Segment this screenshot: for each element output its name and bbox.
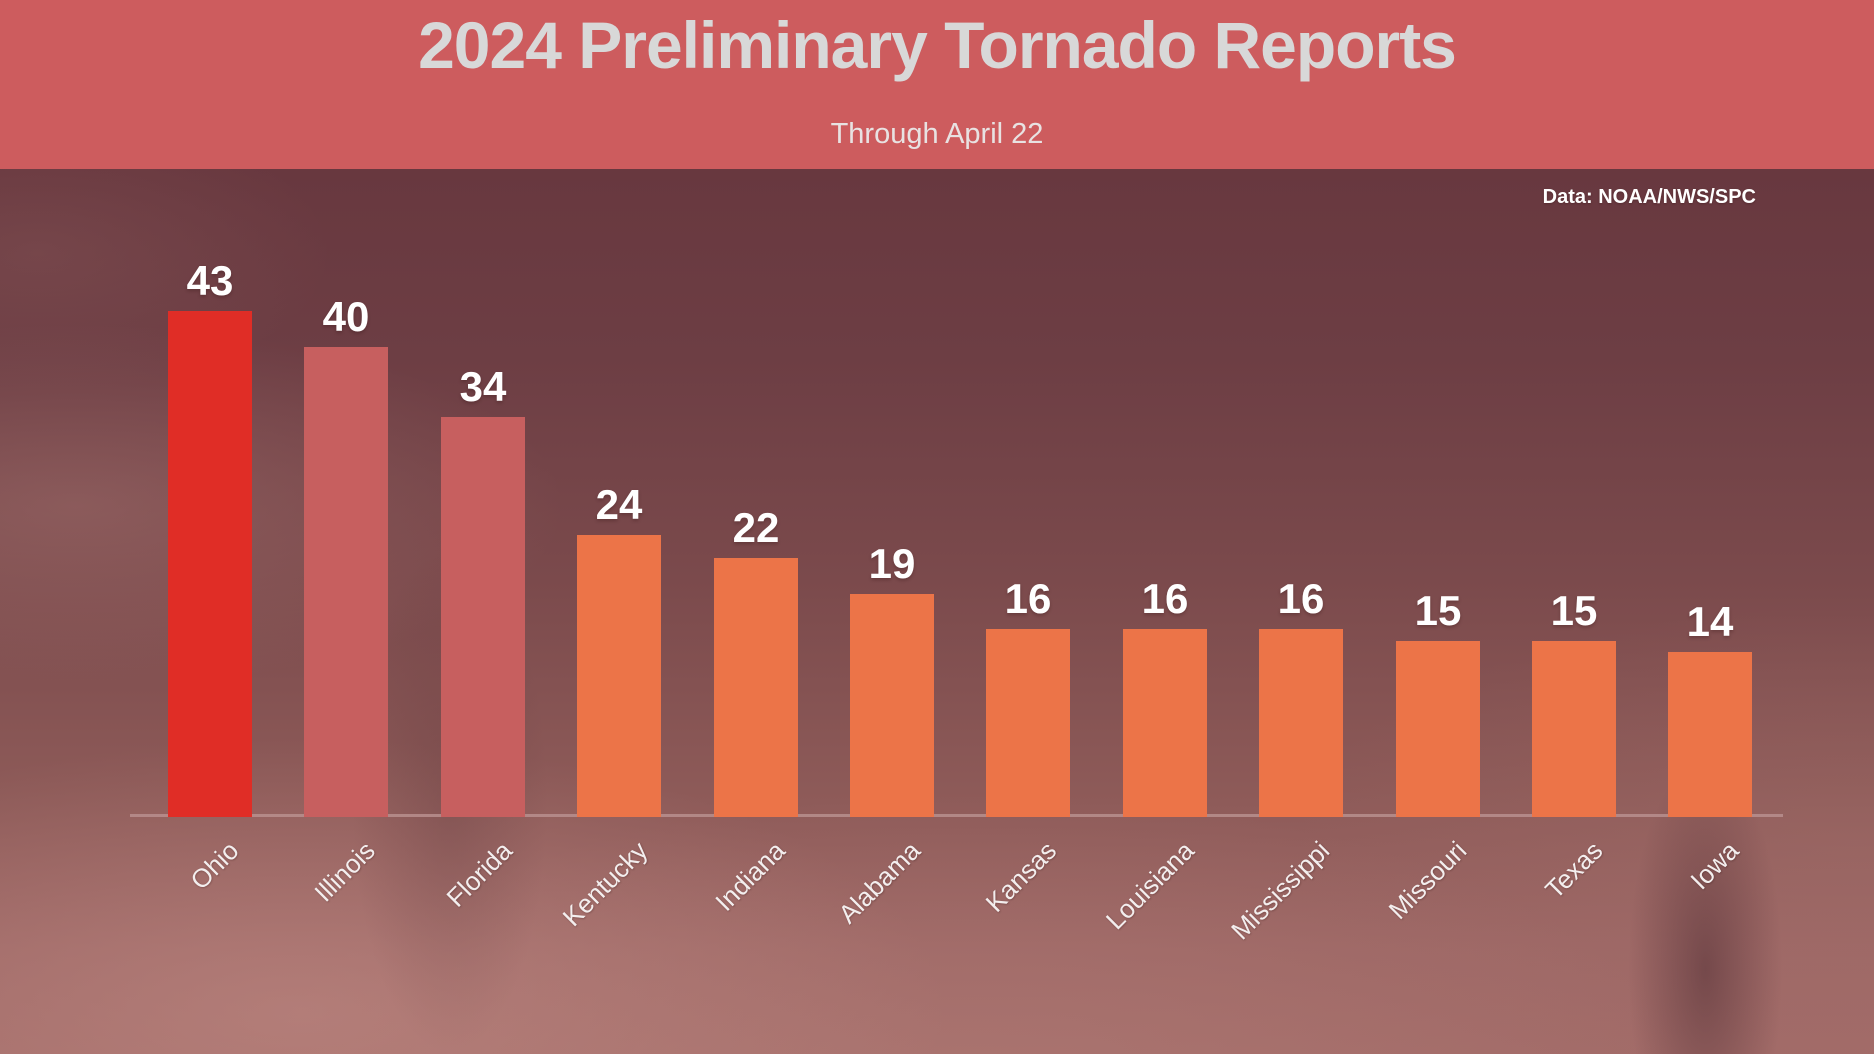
value-label-missouri: 15 (1414, 587, 1462, 634)
page-subtitle: Through April 22 (830, 118, 1044, 150)
x-tick-label: Indiana (708, 835, 791, 917)
bar-mississippi (1259, 629, 1343, 817)
bar-missouri (1396, 641, 1480, 817)
x-tick-label: Florida (440, 835, 518, 913)
x-tick-label: Ohio (184, 835, 245, 896)
bar-alabama (850, 594, 934, 817)
value-label-florida: 34 (459, 363, 507, 410)
bar-kentucky (577, 535, 661, 817)
bar-illinois (304, 347, 388, 817)
bar-ohio (168, 311, 252, 817)
value-label-alabama: 19 (868, 540, 916, 587)
data-source-label: Data: NOAA/NWS/SPC (1542, 186, 1756, 208)
bar-florida (441, 417, 525, 817)
x-tick-label: Louisiana (1099, 835, 1200, 936)
value-label-kentucky: 24 (595, 481, 643, 528)
value-label-mississippi: 16 (1277, 575, 1325, 622)
value-label-illinois: 40 (322, 293, 370, 340)
bar-louisiana (1123, 629, 1207, 817)
x-tick-label: Iowa (1684, 835, 1745, 896)
x-tick-label: Alabama (832, 835, 927, 930)
bar-kansas (986, 629, 1070, 817)
x-tick-label: Mississippi (1225, 835, 1336, 946)
x-tick-label: Kentucky (556, 835, 654, 933)
value-label-kansas: 16 (1004, 575, 1052, 622)
bar-iowa (1668, 652, 1752, 817)
bar-indiana (714, 558, 798, 817)
value-label-indiana: 22 (732, 504, 780, 551)
value-label-texas: 15 (1550, 587, 1598, 634)
x-tick-label: Texas (1539, 835, 1609, 905)
page-title: 2024 Preliminary Tornado Reports (418, 8, 1457, 82)
value-label-iowa: 14 (1686, 598, 1734, 645)
x-tick-label: Kansas (979, 835, 1063, 918)
header-band: 2024 Preliminary Tornado Reports Through… (0, 0, 1874, 169)
value-label-louisiana: 16 (1141, 575, 1189, 622)
x-axis-line (130, 814, 1783, 817)
bar-texas (1532, 641, 1616, 817)
x-tick-label: Missouri (1382, 835, 1473, 925)
x-tick-label: Illinois (308, 835, 381, 908)
value-label-ohio: 43 (186, 257, 234, 304)
